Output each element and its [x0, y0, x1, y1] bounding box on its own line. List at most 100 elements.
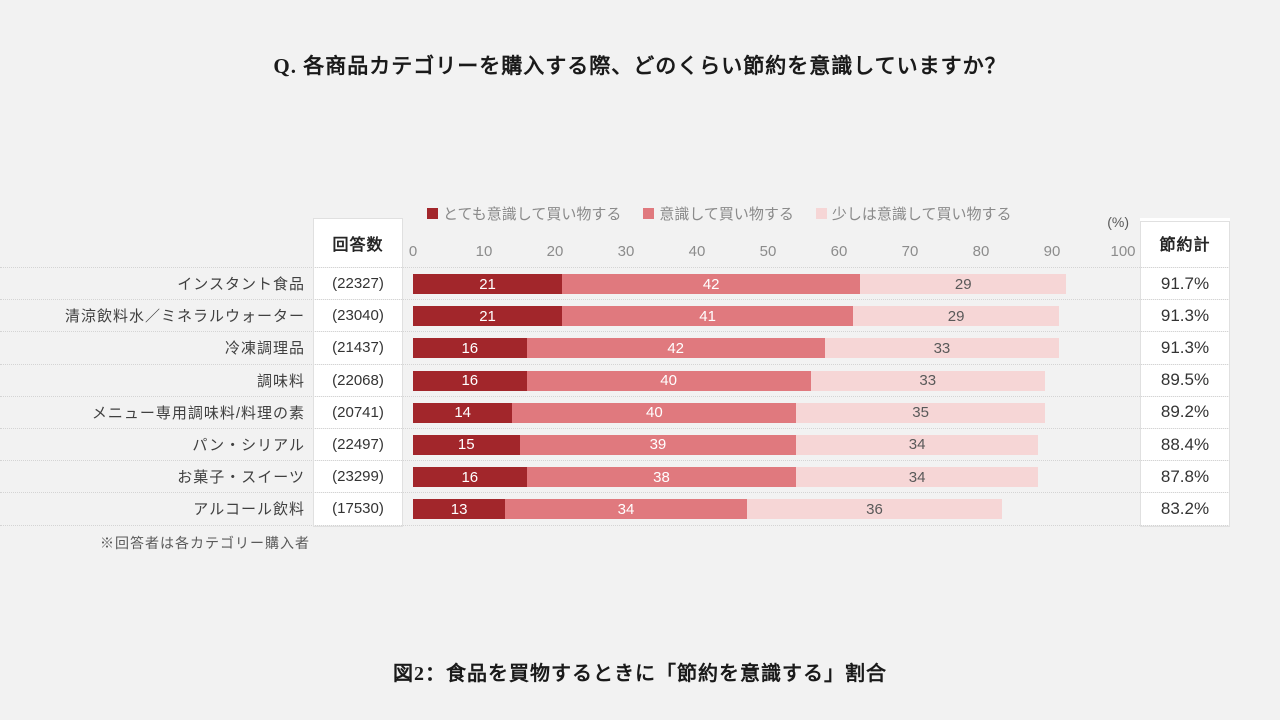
- category-label: アルコール飲料: [193, 501, 305, 519]
- bar-segment-2: 38: [526, 467, 797, 488]
- table-row: 清涼飲料水／ミネラルウォーター (23040) 21 41 29 91.3%: [0, 300, 1230, 333]
- table-row: インスタント食品 (22327) 21 42 29 91.7%: [0, 268, 1230, 301]
- page-title: Q. 各商品カテゴリーを購入する際、どのくらい節約を意識していますか？: [273, 54, 1007, 78]
- column-gap: [1133, 300, 1140, 331]
- bar-segment-1: 13: [413, 499, 506, 520]
- stacked-bar: 16 40 33: [413, 370, 1133, 391]
- column-gap: [403, 493, 413, 524]
- category-label: インスタント食品: [177, 276, 305, 294]
- response-count: (22327): [313, 268, 403, 300]
- bar-segment-1: 21: [413, 306, 563, 327]
- column-gap: [403, 365, 413, 396]
- category-label: お菓子・スイーツ: [177, 469, 305, 487]
- table-row: メニュー専用調味料/料理の素 (20741) 14 40 35 89.2%: [0, 396, 1230, 429]
- category-label: 清涼飲料水／ミネラルウォーター: [64, 308, 305, 326]
- total-percent: 88.4%: [1140, 428, 1230, 461]
- category-label: 調味料: [256, 372, 305, 390]
- column-gap: [403, 332, 413, 363]
- axis-tick: 70: [901, 243, 919, 260]
- axis-tick: 0: [408, 243, 418, 260]
- category-label: メニュー専用調味料/料理の素: [91, 404, 305, 422]
- bar-cell: 16 38 34: [413, 461, 1133, 492]
- response-count: (23040): [313, 300, 403, 332]
- response-count: (23299): [313, 461, 403, 493]
- bar-segment-2: 34: [505, 499, 747, 520]
- response-count: (21437): [313, 332, 403, 364]
- legend-label: 意識して買い物する: [659, 206, 794, 223]
- legend-label: とても意識して買い物する: [443, 206, 622, 223]
- bar-segment-1: 16: [413, 338, 527, 359]
- figure-caption: 図2：食品を買物するときに「節約を意識する」割合: [393, 663, 887, 685]
- bar-segment-3: 33: [824, 338, 1060, 359]
- axis-tick: 30: [617, 243, 635, 260]
- bar-segment-3: 34: [796, 434, 1038, 455]
- bar-cell: 21 41 29: [413, 300, 1133, 331]
- response-count: (20741): [313, 396, 403, 428]
- chart-table: 回答数 (%) 0 10 20 30 40 50 60 70 80 90 100 節約計 インスタン…: [0, 214, 1230, 527]
- legend-item-very-conscious: とても意識して買い物する: [427, 203, 621, 224]
- footnote: ※回答者は各カテゴリー購入者: [100, 535, 310, 551]
- bar-segment-3: 35: [796, 402, 1045, 423]
- bar-segment-1: 14: [413, 402, 513, 423]
- header-total: 節約計: [1140, 218, 1230, 267]
- bar-segment-3: 33: [810, 370, 1045, 391]
- column-gap: [403, 300, 413, 331]
- table-row: パン・シリアル (22497) 15 39 34 88.4%: [0, 428, 1230, 462]
- axis-tick: 40: [688, 243, 706, 260]
- bar-cell: 15 39 34: [413, 429, 1133, 460]
- bar-segment-3: 36: [746, 499, 1003, 520]
- column-gap: [1133, 397, 1140, 428]
- bar-segment-2: 40: [526, 370, 811, 391]
- response-count: (22497): [313, 428, 403, 461]
- column-gap: [403, 397, 413, 428]
- bar-cell: 16 42 33: [413, 332, 1133, 363]
- total-percent: 87.8%: [1140, 461, 1230, 493]
- bar-cell: 13 34 36: [413, 493, 1133, 524]
- total-percent: 91.7%: [1140, 268, 1230, 300]
- column-gap: [1133, 429, 1140, 460]
- chart-rows: インスタント食品 (22327) 21 42 29 91.7% 清涼飲料水／ミネラル…: [0, 268, 1230, 526]
- axis-tick: 90: [1043, 243, 1061, 260]
- total-percent: 83.2%: [1140, 493, 1230, 525]
- header-category-cell: [0, 218, 313, 267]
- column-gap: [403, 429, 413, 460]
- table-row: お菓子・スイーツ (23299) 16 38 34 87.8%: [0, 461, 1230, 494]
- stacked-bar: 16 38 34: [413, 467, 1133, 488]
- bar-segment-3: 29: [860, 274, 1067, 294]
- axis-tick: 60: [830, 243, 848, 260]
- legend-swatch-icon: [427, 208, 438, 219]
- axis-tick: 10: [475, 243, 493, 260]
- axis-tick: 100: [1110, 243, 1136, 260]
- bar-segment-2: 42: [526, 338, 825, 359]
- axis-unit-label: (%): [1107, 214, 1129, 230]
- bar-segment-3: 34: [796, 467, 1038, 488]
- stacked-bar: 15 39 34: [413, 434, 1133, 455]
- table-row: 調味料 (22068) 16 40 33 89.5%: [0, 364, 1230, 397]
- bar-cell: 16 40 33: [413, 365, 1133, 396]
- chart-legend: とても意識して買い物する 意識して買い物する 少しは意識して買い物する: [427, 203, 1011, 224]
- legend-swatch-icon: [643, 208, 655, 219]
- legend-label: 少しは意識して買い物する: [831, 206, 1012, 223]
- bar-cell: 14 40 35: [413, 397, 1133, 428]
- response-count: (17530): [313, 493, 403, 525]
- axis-tick: 50: [759, 243, 777, 260]
- axis-ticks: (%) 0 10 20 30 40 50 60 70 80 90 100: [409, 214, 1136, 267]
- bar-segment-3: 29: [853, 306, 1060, 327]
- stacked-bar: 21 41 29: [413, 306, 1133, 327]
- bar-segment-1: 21: [413, 274, 563, 294]
- bar-segment-2: 39: [519, 434, 797, 455]
- category-label: パン・シリアル: [192, 437, 305, 455]
- header-response-count: 回答数: [313, 218, 403, 267]
- bar-segment-2: 40: [512, 402, 797, 423]
- total-percent: 89.2%: [1140, 396, 1230, 428]
- axis-tick: 80: [972, 243, 990, 260]
- stacked-bar: 16 42 33: [413, 338, 1133, 359]
- bar-segment-2: 41: [562, 306, 854, 327]
- column-gap: [1133, 268, 1140, 299]
- bar-segment-1: 15: [413, 434, 520, 455]
- column-gap: [403, 268, 413, 299]
- legend-item-conscious: 意識して買い物する: [643, 203, 794, 224]
- bar-segment-1: 16: [413, 370, 527, 391]
- total-percent: 91.3%: [1140, 300, 1230, 332]
